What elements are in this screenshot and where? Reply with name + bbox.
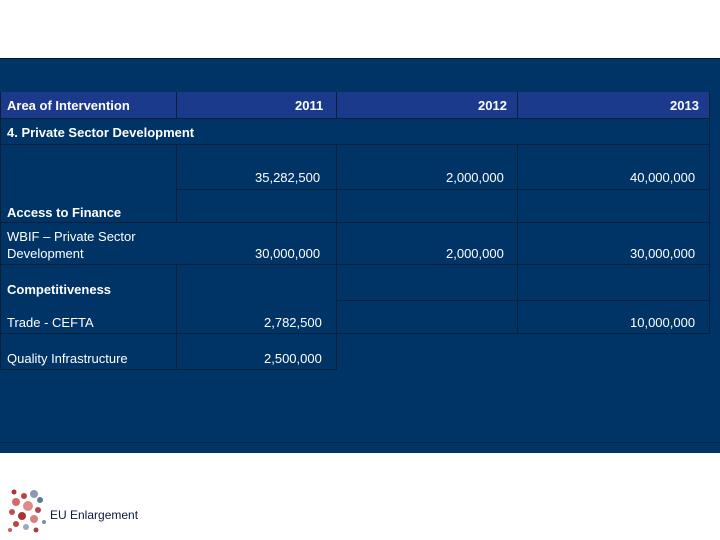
header-2012: 2012 (478, 98, 507, 113)
grid-line (176, 189, 710, 190)
total-2012: 2,000,000 (446, 170, 504, 185)
grid-line (0, 333, 710, 334)
cefta-2011: 2,782,500 (264, 315, 322, 330)
quality-label: Quality Infrastructure (7, 351, 128, 366)
wbif-2012: 2,000,000 (446, 246, 504, 261)
grid-line (0, 118, 710, 119)
quality-2011: 2,500,000 (264, 351, 322, 366)
grid-line (517, 92, 518, 118)
grid-line (0, 144, 710, 145)
grid-line (336, 92, 337, 118)
grid-line (0, 369, 336, 370)
header-area: Area of Intervention (7, 98, 130, 113)
group-access-to-finance: Access to Finance (7, 205, 122, 220)
total-2011: 35,282,500 (255, 170, 321, 185)
grid-line (709, 92, 710, 333)
total-2013: 40,000,000 (630, 170, 696, 185)
header-2011: 2011 (295, 98, 324, 113)
section-title: 4. Private Sector Development (7, 125, 195, 140)
cefta-2013: 10,000,000 (630, 315, 696, 330)
eu-enlargement-logo-icon (8, 489, 46, 533)
grid-line (336, 300, 710, 301)
table-header-row (0, 92, 710, 118)
wbif-label-line2: Development (7, 246, 84, 261)
grid-line (176, 264, 177, 370)
grid-line (517, 144, 518, 333)
panel-bottom-band (0, 442, 720, 453)
wbif-label-line1: WBIF – Private Sector (7, 229, 136, 244)
wbif-2011: 30,000,000 (255, 246, 321, 261)
table-panel (0, 58, 720, 453)
grid-line (336, 144, 337, 370)
grid-line (176, 92, 177, 118)
grid-line (0, 222, 710, 223)
cefta-label: Trade - CEFTA (7, 315, 94, 330)
wbif-2013: 30,000,000 (630, 246, 696, 261)
grid-line (0, 92, 1, 370)
header-2013: 2013 (670, 98, 699, 113)
group-competitiveness: Competitiveness (7, 282, 112, 297)
logo-text: EU Enlargement (50, 508, 139, 522)
grid-line (176, 144, 177, 222)
grid-line (0, 264, 710, 265)
